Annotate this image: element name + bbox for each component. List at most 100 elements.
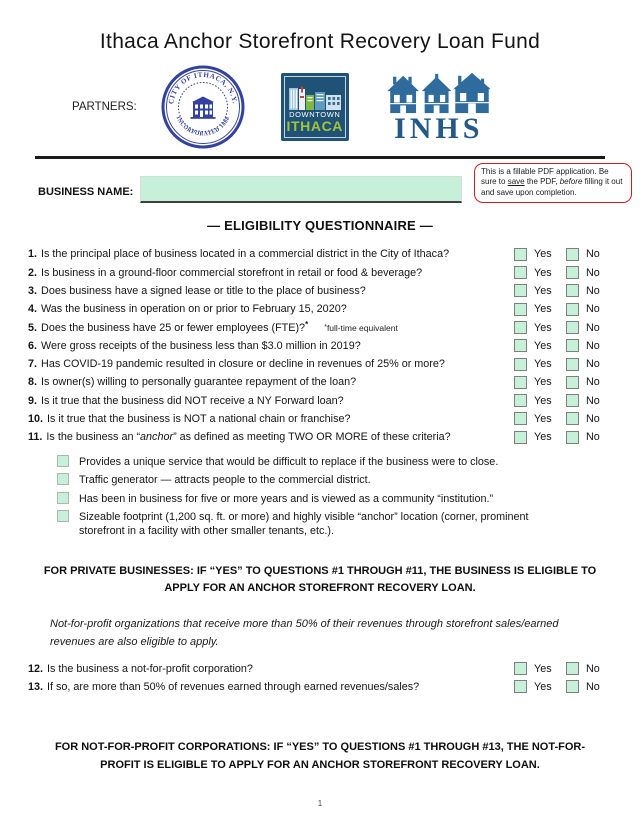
business-name-input[interactable] — [140, 176, 462, 204]
question-number: 8. — [28, 376, 38, 389]
inhs-houses-icon — [387, 73, 491, 114]
q4-yes-checkbox[interactable] — [514, 302, 527, 316]
inhs-wordmark: INHS — [394, 112, 484, 146]
question-text: Is it true that the business is NOT a na… — [47, 412, 351, 425]
yes-label: Yes — [534, 358, 552, 371]
question-text: Does the business have 25 or fewer emplo… — [41, 321, 306, 334]
q13-yes-checkbox[interactable] — [514, 680, 527, 694]
question-number: 11. — [28, 431, 43, 444]
q4-no-checkbox[interactable] — [566, 302, 579, 316]
criteria-4-checkbox[interactable] — [57, 509, 69, 522]
note-text: filling it out and save upon completion. — [481, 177, 623, 197]
question-row-13: 13. If so, are more than 50% of revenues … — [28, 678, 612, 696]
question-text: Does business have a signed lease or tit… — [41, 284, 366, 297]
no-label: No — [586, 412, 600, 425]
criteria-1-checkbox[interactable] — [57, 455, 69, 468]
note-save-word: save — [507, 177, 525, 187]
question-number: 12. — [28, 662, 44, 675]
inhs-logo: INHS — [383, 71, 495, 143]
q2-no-checkbox[interactable] — [566, 266, 579, 280]
yes-label: Yes — [534, 321, 552, 334]
downtown-ithaca-label-bottom: ITHACA — [286, 118, 343, 135]
yes-label: Yes — [534, 394, 552, 407]
questions-1-11: 1. Is the principal place of business loc… — [28, 245, 612, 446]
criteria-row-1: Provides a unique service that would be … — [57, 455, 610, 469]
city-of-ithaca-seal-logo: CITY OF ITHACA, N.Y. INCORPORATED 1888 — [161, 65, 245, 149]
q9-yes-checkbox[interactable] — [514, 394, 527, 408]
no-label: No — [586, 358, 600, 371]
partners-row: PARTNERS: CITY OF ITHACA, N.Y. INCORPORA… — [72, 64, 640, 150]
private-business-statement: FOR PRIVATE BUSINESSES: IF “YES” TO QUES… — [43, 564, 597, 595]
criteria-text: Sizeable footprint (1,200 sq. ft. or mor… — [79, 510, 529, 537]
no-label: No — [586, 321, 600, 334]
q5-yes-checkbox[interactable] — [514, 321, 527, 334]
question-number: 6. — [28, 339, 38, 352]
question-number: 5. — [28, 321, 38, 334]
q2-yes-checkbox[interactable] — [514, 266, 527, 280]
no-label: No — [586, 248, 600, 261]
yes-label: Yes — [534, 662, 552, 675]
page-number: 1 — [317, 799, 323, 808]
criteria-text: Traffic generator — attracts people to t… — [79, 474, 371, 487]
q3-yes-checkbox[interactable] — [514, 284, 527, 298]
criteria-text: Has been in business for five or more ye… — [79, 492, 494, 505]
yes-label: Yes — [534, 248, 552, 261]
questions-12-13: 12. Is the business a not-for-profit corp… — [28, 660, 612, 697]
page-title: Ithaca Anchor Storefront Recovery Loan F… — [99, 30, 541, 53]
q8-no-checkbox[interactable] — [566, 375, 579, 389]
yes-label: Yes — [534, 266, 552, 279]
q1-no-checkbox[interactable] — [566, 247, 579, 261]
criteria-2-checkbox[interactable] — [57, 473, 69, 486]
section-title: — ELIGIBILITY QUESTIONNAIRE — — [207, 218, 433, 234]
asterisk-superscript: * — [305, 320, 309, 329]
q11-yes-checkbox[interactable] — [514, 430, 527, 444]
q7-yes-checkbox[interactable] — [514, 357, 527, 371]
no-label: No — [586, 303, 600, 316]
downtown-buildings-icon — [288, 86, 341, 111]
yes-label: Yes — [534, 412, 552, 425]
q9-no-checkbox[interactable] — [566, 394, 579, 408]
q6-no-checkbox[interactable] — [566, 339, 579, 353]
no-label: No — [586, 662, 600, 675]
question-text: Is the principal place of business locat… — [41, 248, 450, 261]
q5-no-checkbox[interactable] — [566, 321, 579, 334]
q3-no-checkbox[interactable] — [566, 284, 579, 298]
q11-no-checkbox[interactable] — [566, 430, 579, 444]
criteria-row-3: Has been in business for five or more ye… — [57, 491, 610, 506]
question-row-12: 12. Is the business a not-for-profit corp… — [28, 660, 612, 678]
fte-footnote: *full-time equivalent — [324, 322, 398, 333]
q7-no-checkbox[interactable] — [566, 357, 579, 371]
criteria-3-checkbox[interactable] — [57, 491, 69, 504]
question-row-8: 8. Is owner(s) willing to personally guar… — [28, 373, 612, 391]
q1-yes-checkbox[interactable] — [514, 247, 527, 261]
no-label: No — [586, 394, 600, 407]
no-label: No — [586, 376, 600, 389]
yes-label: Yes — [534, 303, 552, 316]
q10-yes-checkbox[interactable] — [514, 412, 527, 426]
anchor-criteria-list: Provides a unique service that would be … — [57, 455, 610, 537]
q8-yes-checkbox[interactable] — [514, 375, 527, 389]
question-text: Were gross receipts of the business less… — [41, 339, 361, 352]
q12-yes-checkbox[interactable] — [514, 662, 527, 676]
question-row-3: 3. Does business have a signed lease or t… — [28, 282, 612, 300]
question-text: ” as defined as meeting TWO OR MORE of t… — [173, 431, 451, 444]
question-text: Is the business a not-for-profit corpora… — [47, 662, 253, 675]
question-number: 9. — [28, 394, 38, 407]
q12-no-checkbox[interactable] — [566, 662, 579, 676]
downtown-ithaca-logo: DOWNTOWN ITHACA — [280, 73, 349, 141]
question-number: 7. — [28, 358, 38, 371]
no-label: No — [586, 431, 600, 444]
q13-no-checkbox[interactable] — [566, 680, 579, 694]
q6-yes-checkbox[interactable] — [514, 339, 527, 353]
question-row-7: 7. Has COVID-19 pandemic resulted in clos… — [28, 355, 612, 373]
seal-building-icon — [190, 96, 216, 119]
question-number: 1. — [28, 248, 38, 261]
note-text: the PDF, — [524, 177, 560, 187]
question-row-9: 9. Is it true that the business did NOT r… — [28, 392, 612, 410]
q10-no-checkbox[interactable] — [566, 412, 579, 426]
question-row-4: 4. Was the business in operation on or pr… — [28, 300, 612, 318]
note-before-word: before — [559, 177, 583, 187]
downtown-ithaca-inner-frame: DOWNTOWN ITHACA — [283, 76, 346, 138]
question-text: Was the business in operation on or prio… — [41, 303, 347, 316]
